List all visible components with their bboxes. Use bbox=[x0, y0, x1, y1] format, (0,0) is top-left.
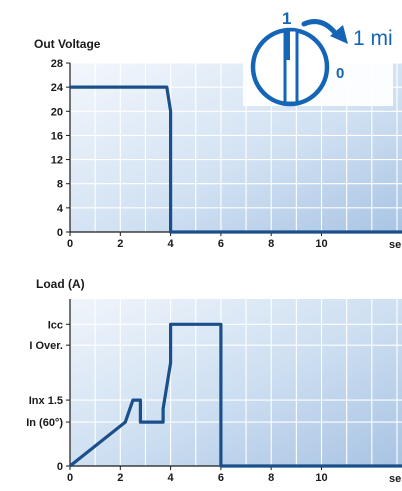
y-tick-label: Icc bbox=[48, 319, 63, 331]
x-axis-unit-voltage: se bbox=[389, 239, 401, 251]
y-tick-label: 4 bbox=[57, 203, 64, 215]
x-tick-label: 6 bbox=[218, 472, 224, 484]
x-tick-label: 10 bbox=[315, 238, 327, 250]
x-axis-unit-load: se bbox=[389, 473, 401, 485]
x-tick-label: 6 bbox=[218, 238, 224, 250]
y-tick-label: 0 bbox=[57, 461, 63, 473]
y-tick-label: 12 bbox=[51, 155, 63, 167]
y-tick-label: 16 bbox=[51, 130, 63, 142]
dial-time-label: 1 mi bbox=[353, 27, 393, 50]
y-tick-label: In (60°) bbox=[26, 417, 63, 429]
x-tick-label: 4 bbox=[168, 238, 175, 250]
x-tick-label: 2 bbox=[117, 238, 123, 250]
x-tick-label: 0 bbox=[67, 472, 73, 484]
y-axis-title-voltage: Out Voltage bbox=[34, 37, 101, 51]
timer-dial-icon: 1 0 1 mi bbox=[243, 9, 393, 106]
x-tick-label: 8 bbox=[268, 238, 274, 250]
y-tick-label: Inx 1.5 bbox=[29, 395, 63, 407]
dial-pointer bbox=[285, 30, 290, 60]
y-tick-label: 8 bbox=[57, 179, 63, 191]
y-tick-label: I Over. bbox=[29, 340, 63, 352]
y-axis-title-load: Load (A) bbox=[36, 277, 85, 291]
x-tick-label: 0 bbox=[67, 238, 73, 250]
x-tick-label: 10 bbox=[315, 472, 327, 484]
dial-label-on: 1 bbox=[282, 9, 291, 28]
y-tick-label: 28 bbox=[51, 58, 63, 70]
x-tick-label: 4 bbox=[168, 472, 175, 484]
y-tick-label: 0 bbox=[57, 227, 63, 239]
y-tick-label: 20 bbox=[51, 106, 63, 118]
x-tick-label: 8 bbox=[268, 472, 274, 484]
y-tick-label: 24 bbox=[51, 82, 64, 94]
dial-label-off: 0 bbox=[336, 65, 344, 82]
x-tick-label: 2 bbox=[117, 472, 123, 484]
